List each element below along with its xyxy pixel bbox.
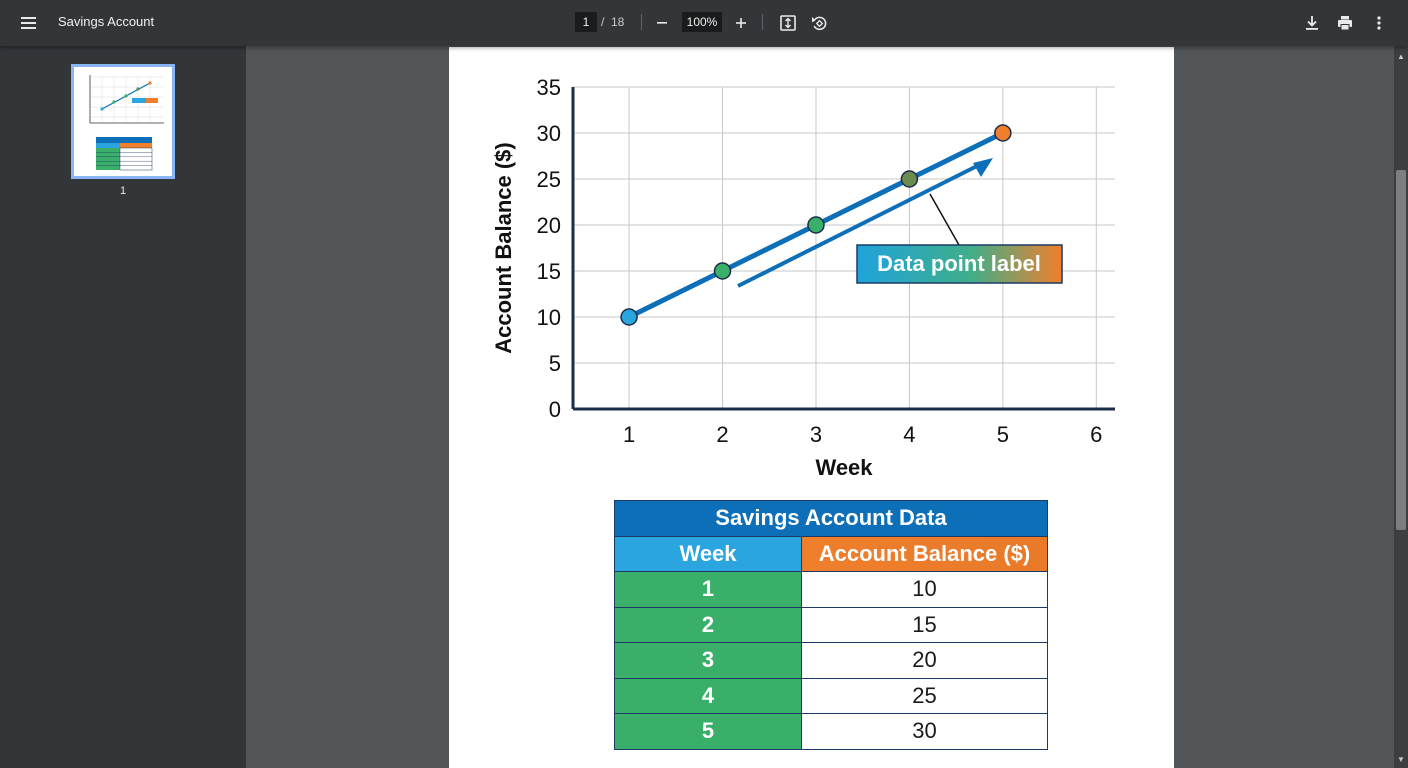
- trend-arrow: [737, 160, 986, 288]
- page-thumbnail[interactable]: [71, 64, 175, 179]
- x-tick-label: 6: [1090, 422, 1102, 447]
- thumbnail-page-number: 1: [119, 185, 127, 197]
- table-cell-balance: 20: [801, 642, 1048, 679]
- table-cell-balance: 15: [801, 606, 1048, 643]
- chart-ticks: 0 5 10 15 20 25 30 35 1 2 3 4 5 6: [537, 75, 1103, 447]
- annotation-box: [856, 244, 1063, 284]
- table-header-balance: Account Balance ($): [801, 535, 1048, 572]
- table-cell-balance: 30: [801, 713, 1048, 750]
- table-title: Savings Account Data: [614, 500, 1048, 537]
- download-icon[interactable]: [1300, 11, 1324, 35]
- table-row: 3 20: [614, 642, 1048, 679]
- page-separator: /: [601, 15, 605, 29]
- x-tick-label: 2: [716, 422, 728, 447]
- rotate-icon[interactable]: [807, 11, 831, 35]
- scroll-down-icon[interactable]: ▼: [1397, 755, 1405, 764]
- table-cell-balance: 25: [801, 677, 1048, 714]
- scrollbar-thumb[interactable]: [1396, 170, 1406, 530]
- toolbar-divider: [641, 14, 642, 30]
- y-tick-label: 30: [537, 121, 561, 146]
- table-row: 5 30: [614, 713, 1048, 750]
- x-tick-label: 3: [810, 422, 822, 447]
- data-point: [994, 124, 1012, 142]
- trend-arrowhead: [973, 158, 993, 177]
- x-axis-label: Week: [815, 455, 873, 480]
- table-cell-week: 3: [614, 642, 802, 679]
- y-tick-label: 5: [549, 351, 561, 376]
- table-cell-week: 1: [614, 571, 802, 608]
- data-table: Savings Account Data Week Account Balanc…: [614, 500, 1048, 750]
- y-axis-label: Account Balance ($): [491, 142, 516, 354]
- y-tick-label: 20: [537, 213, 561, 238]
- plus-icon[interactable]: [729, 11, 753, 35]
- chart-annotation: Data point label: [737, 158, 1063, 288]
- annotation-text: Data point label: [877, 251, 1041, 276]
- data-point: [713, 262, 732, 280]
- table-header-week: Week: [614, 535, 802, 572]
- table-row: 4 25: [614, 677, 1048, 714]
- fit-page-icon[interactable]: [776, 11, 800, 35]
- document-title: Savings Account: [58, 14, 155, 29]
- annotation-leader: [929, 193, 960, 246]
- table-cell-week: 2: [614, 606, 802, 643]
- y-tick-label: 10: [537, 305, 561, 330]
- line-chart: 0 5 10 15 20 25 30 35 1 2 3 4 5 6 Account Balance ($)…: [491, 75, 1115, 480]
- chart-axes: [571, 87, 1115, 411]
- data-point: [807, 216, 825, 234]
- table-cell-week: 5: [614, 713, 802, 750]
- page-number-input[interactable]: 1: [575, 12, 597, 32]
- menu-icon[interactable]: [14, 11, 42, 35]
- more-vertical-icon[interactable]: [1367, 11, 1391, 35]
- y-tick-label: 25: [537, 167, 561, 192]
- data-point: [620, 308, 638, 326]
- table-row: 2 15: [614, 606, 1048, 643]
- zoom-level-input[interactable]: 100%: [682, 12, 722, 32]
- table-cell-week: 4: [614, 677, 802, 714]
- toolbar-divider: [762, 14, 763, 30]
- table-row: 1 10: [614, 571, 1048, 608]
- x-tick-label: 5: [997, 422, 1009, 447]
- x-tick-label: 4: [903, 422, 915, 447]
- y-tick-label: 0: [549, 397, 561, 422]
- data-point: [900, 170, 919, 188]
- x-tick-label: 1: [623, 422, 635, 447]
- data-series: [620, 124, 1012, 326]
- page-total: 18: [611, 15, 625, 29]
- minus-icon[interactable]: [650, 11, 674, 35]
- thumbnail-preview: [89, 75, 164, 171]
- document-page: 0 5 10 15 20 25 30 35 1 2 3 4 5 6 Account Balance ($)…: [449, 47, 1174, 768]
- viewer-toolbar: Savings Account 1 / 18 100%: [0, 0, 1408, 46]
- table-cell-balance: 10: [801, 571, 1048, 608]
- y-tick-label: 15: [537, 259, 561, 284]
- y-tick-label: 35: [537, 75, 561, 100]
- scroll-up-icon[interactable]: ▲: [1397, 52, 1405, 61]
- print-icon[interactable]: [1333, 11, 1357, 35]
